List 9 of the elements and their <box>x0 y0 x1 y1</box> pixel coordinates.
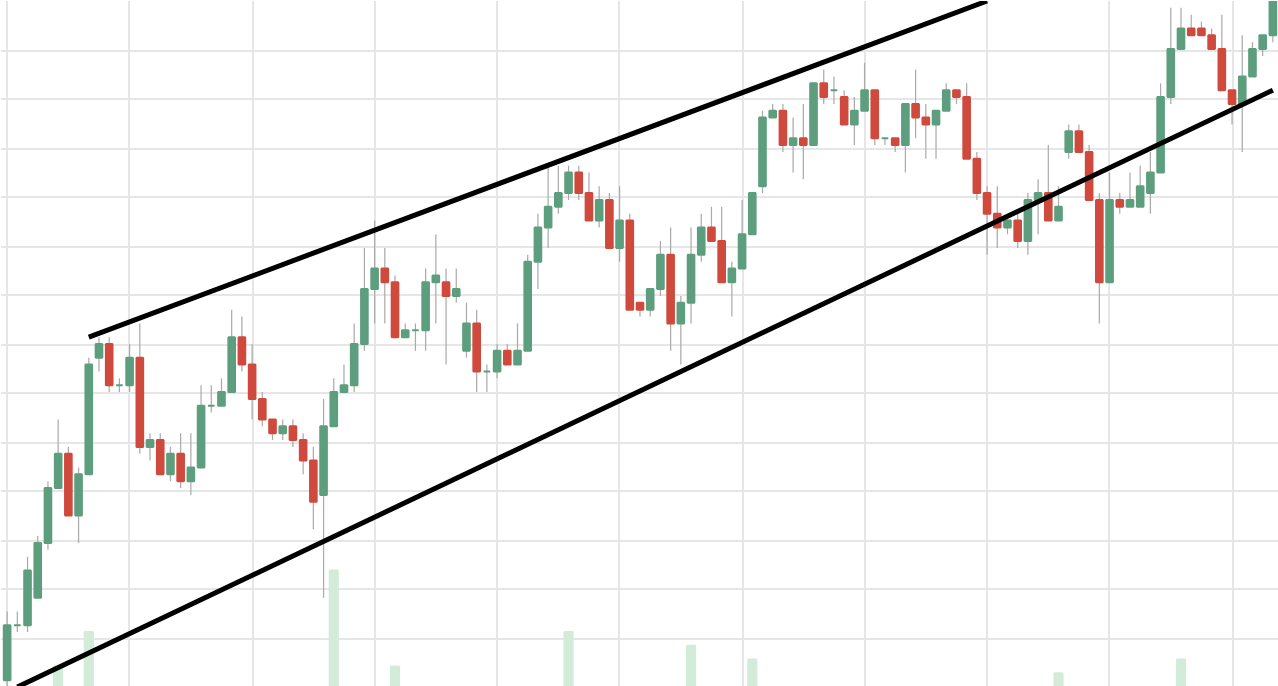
bar <box>685 644 697 686</box>
candlestick <box>145 433 155 461</box>
candlestick <box>441 268 451 365</box>
bar <box>563 631 574 686</box>
bar <box>747 658 758 686</box>
bar <box>328 569 339 686</box>
bar <box>389 665 401 686</box>
bar <box>1175 658 1187 686</box>
bar <box>1053 672 1064 686</box>
